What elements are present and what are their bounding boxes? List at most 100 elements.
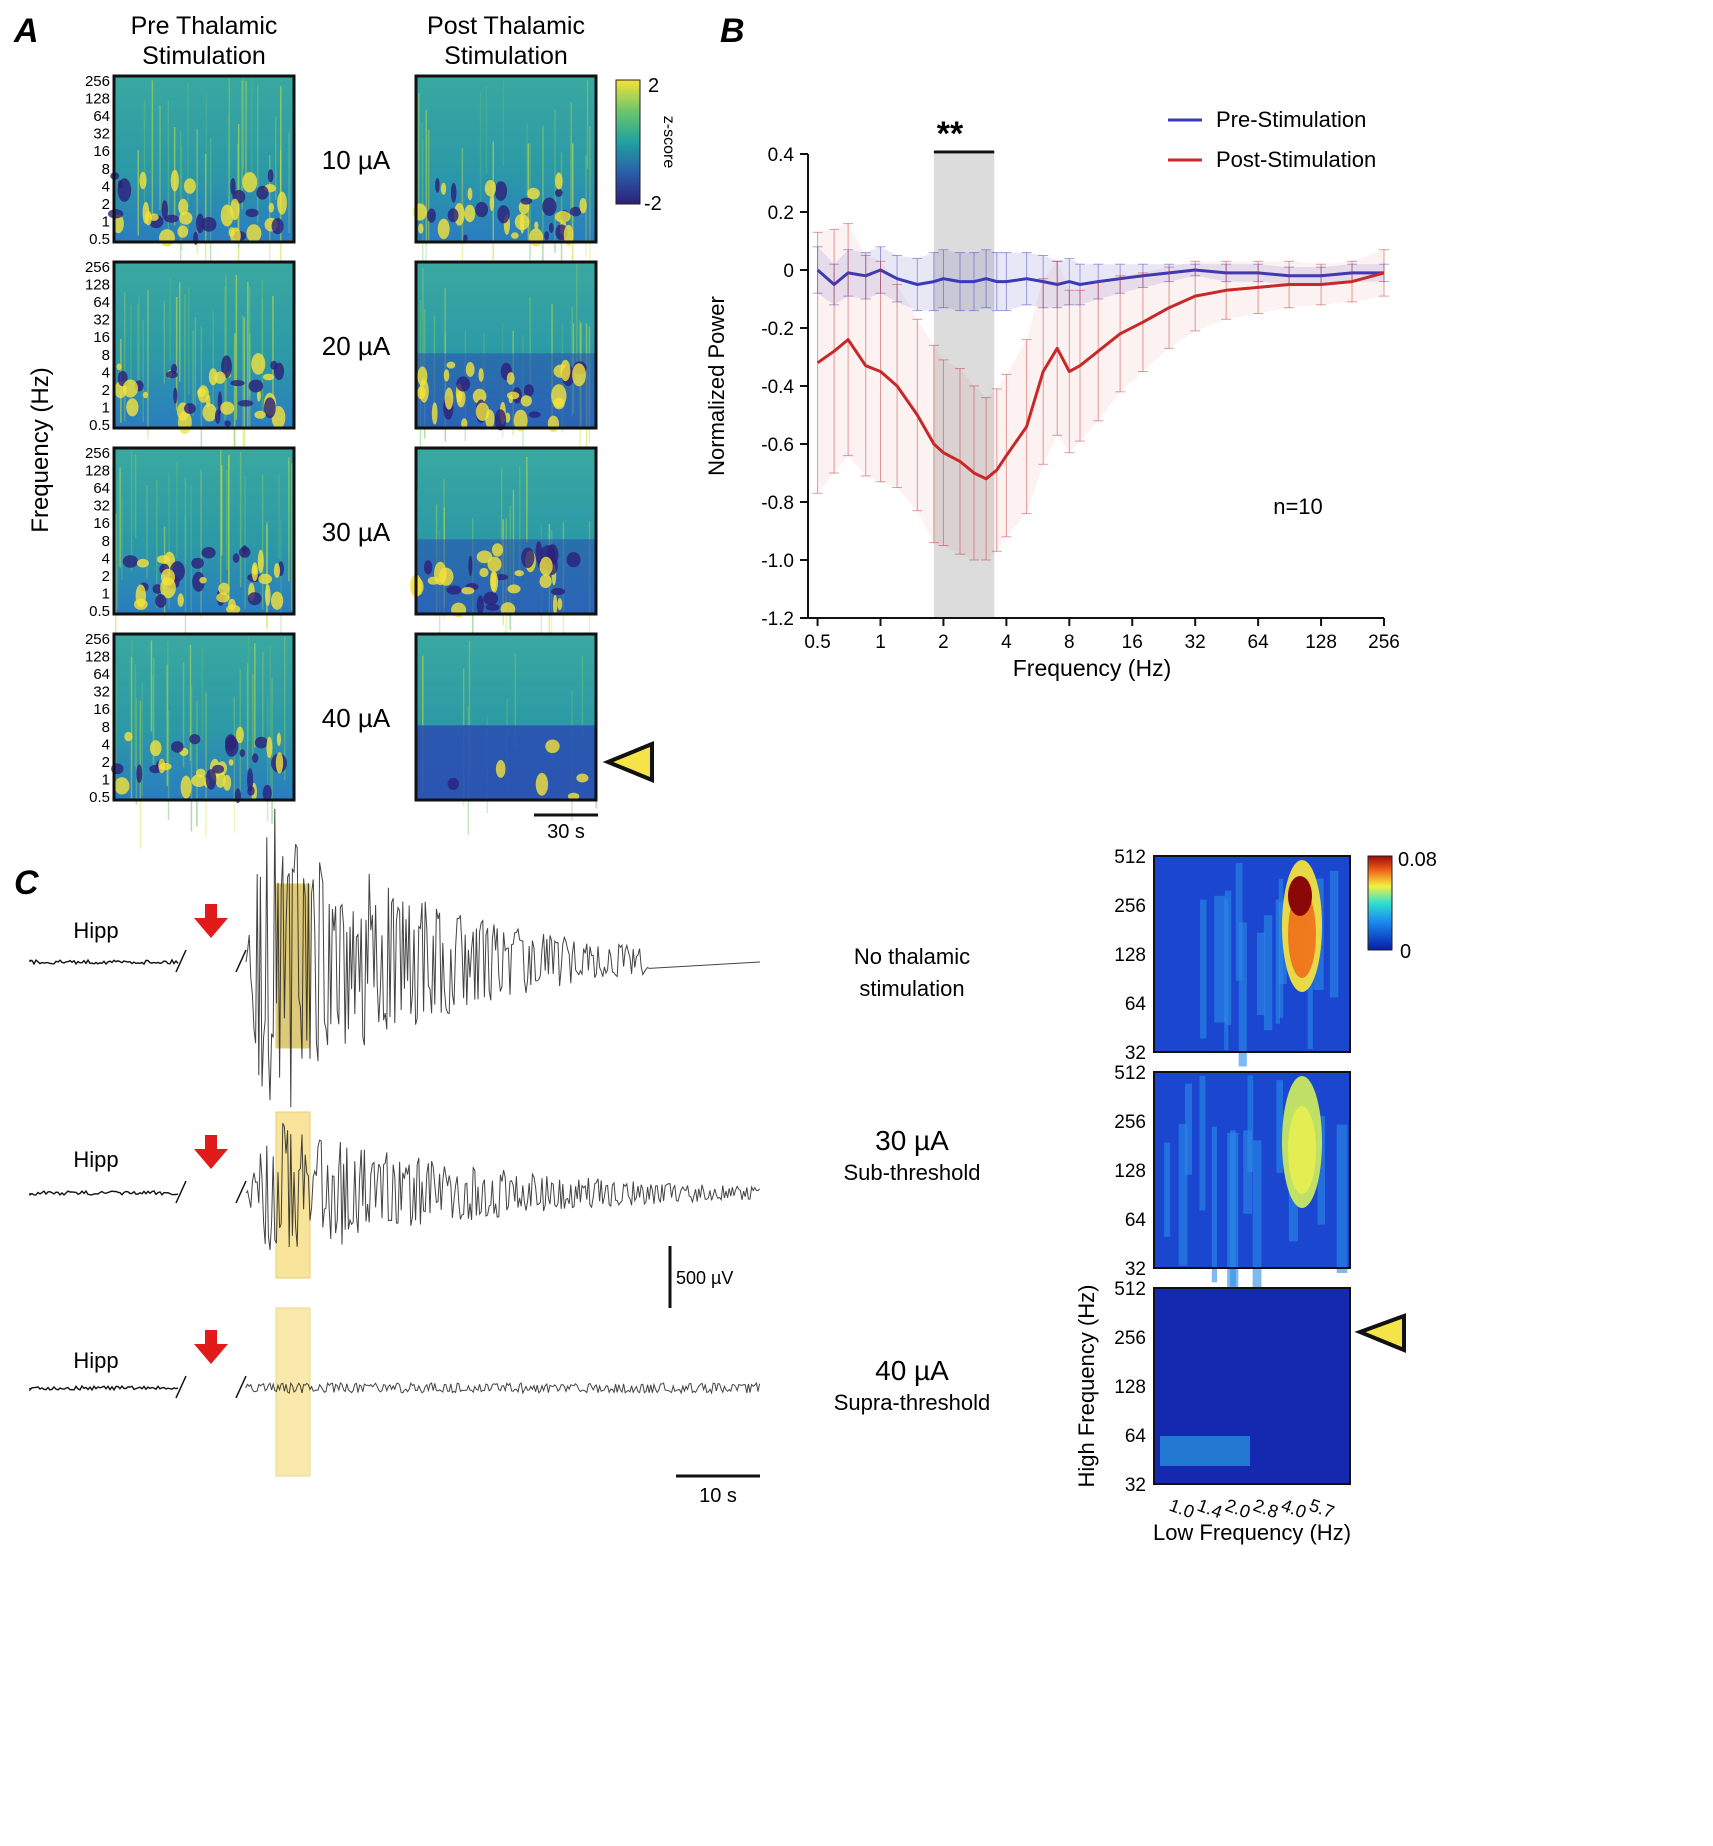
y-tick-label: -0.8: [761, 493, 794, 514]
axis-break: [235, 949, 247, 973]
col-header-post-line2: Stimulation: [444, 42, 568, 70]
yellow-arrowhead-icon: [1354, 1313, 1406, 1353]
freq-tick: 0.5: [89, 603, 110, 620]
stimulation-arrow-icon: [194, 904, 228, 938]
freq-tick: 2: [102, 196, 110, 213]
pac-map-1: 512 256 128 64 32: [1114, 847, 1351, 1067]
freq-tick: 32: [93, 684, 110, 701]
trace-3: [29, 1330, 761, 1399]
freq-tick: 32: [93, 312, 110, 329]
stimulation-arrow-icon: [194, 1330, 228, 1364]
col-header-pre-line1: Pre Thalamic: [131, 12, 278, 40]
spectrogram-frame: [112, 632, 296, 802]
y-tick-label: -0.4: [761, 377, 794, 398]
freq-tick: 128: [85, 463, 110, 480]
x-tick-label: 128: [1305, 632, 1337, 653]
spectrogram-frame: [112, 74, 296, 244]
pre-spectrogram-3: [112, 446, 296, 648]
freq-tick: 4: [102, 178, 110, 195]
panel-label-b: B: [720, 12, 745, 50]
trace-1-title: No thalamic: [854, 944, 970, 969]
freq-tick: 0.5: [89, 231, 110, 248]
pac-frame: [1153, 855, 1351, 1053]
panel-b: B 0.4 0.2 0 -0.2 -0.4 -0.6 -0.8 -1.0 -1.2 0.5 1 2 4 8…: [704, 12, 1400, 681]
freq-tick: 2: [102, 754, 110, 771]
col-header-post-line1: Post Thalamic: [427, 12, 585, 40]
axis-break: [235, 1375, 247, 1399]
freq-tick: 32: [93, 126, 110, 143]
freq-tick: 256: [85, 73, 110, 90]
freq-tick: 64: [93, 294, 110, 311]
trace-3-subtitle: Supra-threshold: [834, 1390, 991, 1415]
stimulation-arrow-icon: [194, 1135, 228, 1169]
axis-break: [235, 1180, 247, 1204]
pre-spectrogram-2: [112, 260, 296, 485]
freq-tick: 256: [85, 631, 110, 648]
yellow-arrowhead-icon: [602, 741, 654, 783]
freq-tick: 8: [102, 533, 110, 550]
pac-xlabel: Low Frequency (Hz): [1153, 1520, 1351, 1545]
freq-tick: 4: [102, 364, 110, 381]
row-label-4: 40 µA: [322, 703, 391, 733]
freq-tick: 16: [93, 701, 110, 718]
trace-2-subtitle: Sub-threshold: [844, 1160, 981, 1185]
x-tick-label: 2: [938, 632, 949, 653]
panel-a-ylabel: Frequency (Hz): [27, 367, 54, 532]
freq-tick: 1: [102, 771, 110, 788]
freq-tick: 1: [102, 399, 110, 416]
activity-segment: [245, 808, 761, 1108]
trace-3-channel: Hipp: [73, 1348, 118, 1373]
axis-break: [175, 949, 187, 973]
y-tick-label: -1.2: [761, 609, 794, 630]
panel-a: A Pre Thalamic Stimulation Post Thalamic…: [13, 12, 677, 849]
post-spectrogram-1: [413, 74, 598, 287]
panel-label-a: A: [13, 12, 39, 50]
pac-y-tick-label: 128: [1114, 945, 1146, 966]
pac-frame: [1153, 1287, 1351, 1485]
baseline-segment: [29, 1384, 179, 1392]
pac-x-tick-label: 2.8: [1251, 1495, 1281, 1522]
post-spectrogram-3: [410, 446, 598, 670]
freq-tick: 128: [85, 91, 110, 108]
legend-pre-label: Pre-Stimulation: [1216, 107, 1366, 132]
trace-scalebar-v-label: 500 µV: [676, 1268, 733, 1288]
spectrogram-frame: [414, 260, 598, 430]
row-label-2: 20 µA: [322, 331, 391, 361]
pac-y-tick-label: 256: [1114, 1112, 1146, 1133]
trace-1-subtitle: stimulation: [859, 976, 964, 1001]
pac-y-tick-label: 512: [1114, 1063, 1146, 1084]
freq-tick: 4: [102, 736, 110, 753]
freq-tick: 64: [93, 108, 110, 125]
pac-colorbar-max: 0.08: [1398, 849, 1437, 871]
analysis-window-highlight: [275, 1307, 311, 1477]
x-tick-label: 256: [1368, 632, 1400, 653]
freq-tick: 8: [102, 719, 110, 736]
pac-y-tick-label: 128: [1114, 1377, 1146, 1398]
post-stimulation-series: [812, 223, 1389, 561]
post-spectrogram-4: [414, 632, 598, 835]
power-spectrum-chart: 0.4 0.2 0 -0.2 -0.4 -0.6 -0.8 -1.0 -1.2 0.5 1 2 4 8 16…: [761, 145, 1400, 653]
freq-tick: 2: [102, 568, 110, 585]
pac-y-tick-label: 32: [1125, 1259, 1146, 1280]
pre-stimulation-series: [812, 246, 1389, 312]
freq-tick: 64: [93, 666, 110, 683]
freq-tick: 256: [85, 445, 110, 462]
trace-scalebar-h-label: 10 s: [699, 1485, 737, 1507]
legend-post-label: Post-Stimulation: [1216, 147, 1376, 172]
pac-y-tick-label: 512: [1114, 1279, 1146, 1300]
row-label-1: 10 µA: [322, 145, 391, 175]
spectrogram-frame: [112, 260, 296, 430]
freq-tick: 1: [102, 213, 110, 230]
axis-break: [175, 1375, 187, 1399]
freq-tick: 8: [102, 347, 110, 364]
pac-ylabel: High Frequency (Hz): [1074, 1285, 1099, 1488]
pac-colorbar: [1367, 855, 1393, 951]
pac-y-tick-label: 256: [1114, 1328, 1146, 1349]
y-tick-label: 0.4: [768, 145, 795, 166]
freq-tick: 64: [93, 480, 110, 497]
freq-tick: 0.5: [89, 417, 110, 434]
pac-colorbar-min: 0: [1400, 941, 1411, 963]
pac-x-tick-label: 1.4: [1195, 1495, 1225, 1522]
pac-y-tick-label: 128: [1114, 1161, 1146, 1182]
